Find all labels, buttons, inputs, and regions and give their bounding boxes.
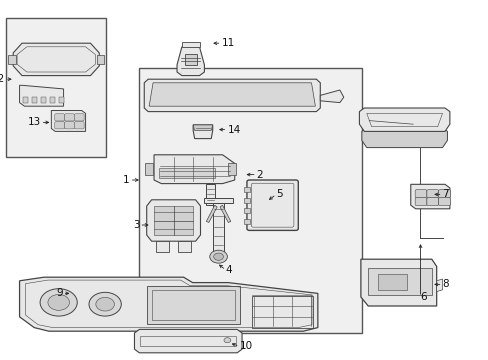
Bar [23, 97, 28, 103]
Circle shape [213, 253, 223, 260]
Text: 14: 14 [227, 125, 240, 135]
Polygon shape [206, 184, 214, 205]
Bar [151, 290, 234, 320]
Bar [244, 198, 250, 203]
Bar [146, 286, 239, 324]
Circle shape [48, 294, 69, 310]
Text: 5: 5 [276, 189, 283, 199]
Bar [50, 97, 55, 103]
Polygon shape [154, 155, 234, 184]
Bar [32, 97, 37, 103]
Polygon shape [212, 203, 224, 252]
Circle shape [224, 338, 230, 343]
Bar [244, 208, 250, 213]
FancyBboxPatch shape [438, 198, 449, 206]
Polygon shape [359, 108, 449, 131]
Polygon shape [51, 111, 85, 131]
FancyBboxPatch shape [426, 198, 438, 206]
Bar [6, 18, 106, 157]
Bar [59, 97, 63, 103]
Polygon shape [193, 125, 212, 139]
FancyBboxPatch shape [74, 122, 84, 129]
Text: 8: 8 [442, 279, 448, 289]
Polygon shape [154, 206, 193, 235]
Polygon shape [228, 163, 235, 175]
Polygon shape [182, 42, 199, 47]
Polygon shape [367, 268, 431, 295]
Polygon shape [20, 277, 317, 331]
Text: 10: 10 [239, 341, 252, 351]
Text: 9: 9 [56, 288, 62, 298]
Polygon shape [203, 198, 233, 203]
Polygon shape [145, 163, 152, 175]
FancyBboxPatch shape [414, 190, 426, 198]
Text: 4: 4 [225, 265, 232, 275]
Polygon shape [146, 200, 200, 241]
Circle shape [89, 292, 121, 316]
Polygon shape [410, 184, 449, 209]
Polygon shape [184, 54, 196, 65]
Text: 3: 3 [132, 220, 139, 230]
Polygon shape [20, 85, 63, 106]
Text: 1: 1 [122, 175, 129, 185]
FancyBboxPatch shape [55, 122, 64, 129]
Text: 2: 2 [256, 170, 263, 180]
Circle shape [40, 289, 77, 316]
Polygon shape [149, 83, 315, 106]
FancyBboxPatch shape [246, 180, 298, 230]
Polygon shape [360, 259, 436, 306]
Circle shape [209, 250, 227, 263]
Polygon shape [156, 241, 168, 252]
Bar [244, 187, 250, 192]
Text: 7: 7 [442, 189, 448, 199]
Polygon shape [220, 205, 230, 222]
Polygon shape [177, 47, 204, 76]
Polygon shape [8, 54, 16, 64]
Polygon shape [144, 79, 320, 112]
Polygon shape [159, 168, 214, 178]
FancyBboxPatch shape [414, 198, 426, 206]
FancyBboxPatch shape [64, 122, 74, 129]
Bar [244, 219, 250, 224]
FancyBboxPatch shape [438, 190, 449, 198]
Polygon shape [13, 43, 99, 76]
FancyBboxPatch shape [64, 114, 74, 121]
Text: 11: 11 [221, 38, 234, 48]
Text: 13: 13 [27, 117, 41, 127]
Polygon shape [361, 128, 447, 148]
Polygon shape [206, 205, 217, 222]
Polygon shape [134, 329, 242, 353]
FancyBboxPatch shape [55, 114, 64, 121]
Polygon shape [436, 279, 442, 292]
Polygon shape [193, 125, 212, 130]
Polygon shape [178, 241, 190, 252]
FancyBboxPatch shape [426, 190, 438, 198]
Polygon shape [97, 54, 104, 64]
Bar [377, 274, 407, 290]
FancyBboxPatch shape [74, 114, 84, 121]
Bar [41, 97, 46, 103]
Text: 6: 6 [420, 292, 427, 302]
Text: 12: 12 [0, 74, 5, 84]
Bar [139, 68, 361, 333]
Polygon shape [320, 90, 343, 103]
Circle shape [96, 297, 114, 311]
